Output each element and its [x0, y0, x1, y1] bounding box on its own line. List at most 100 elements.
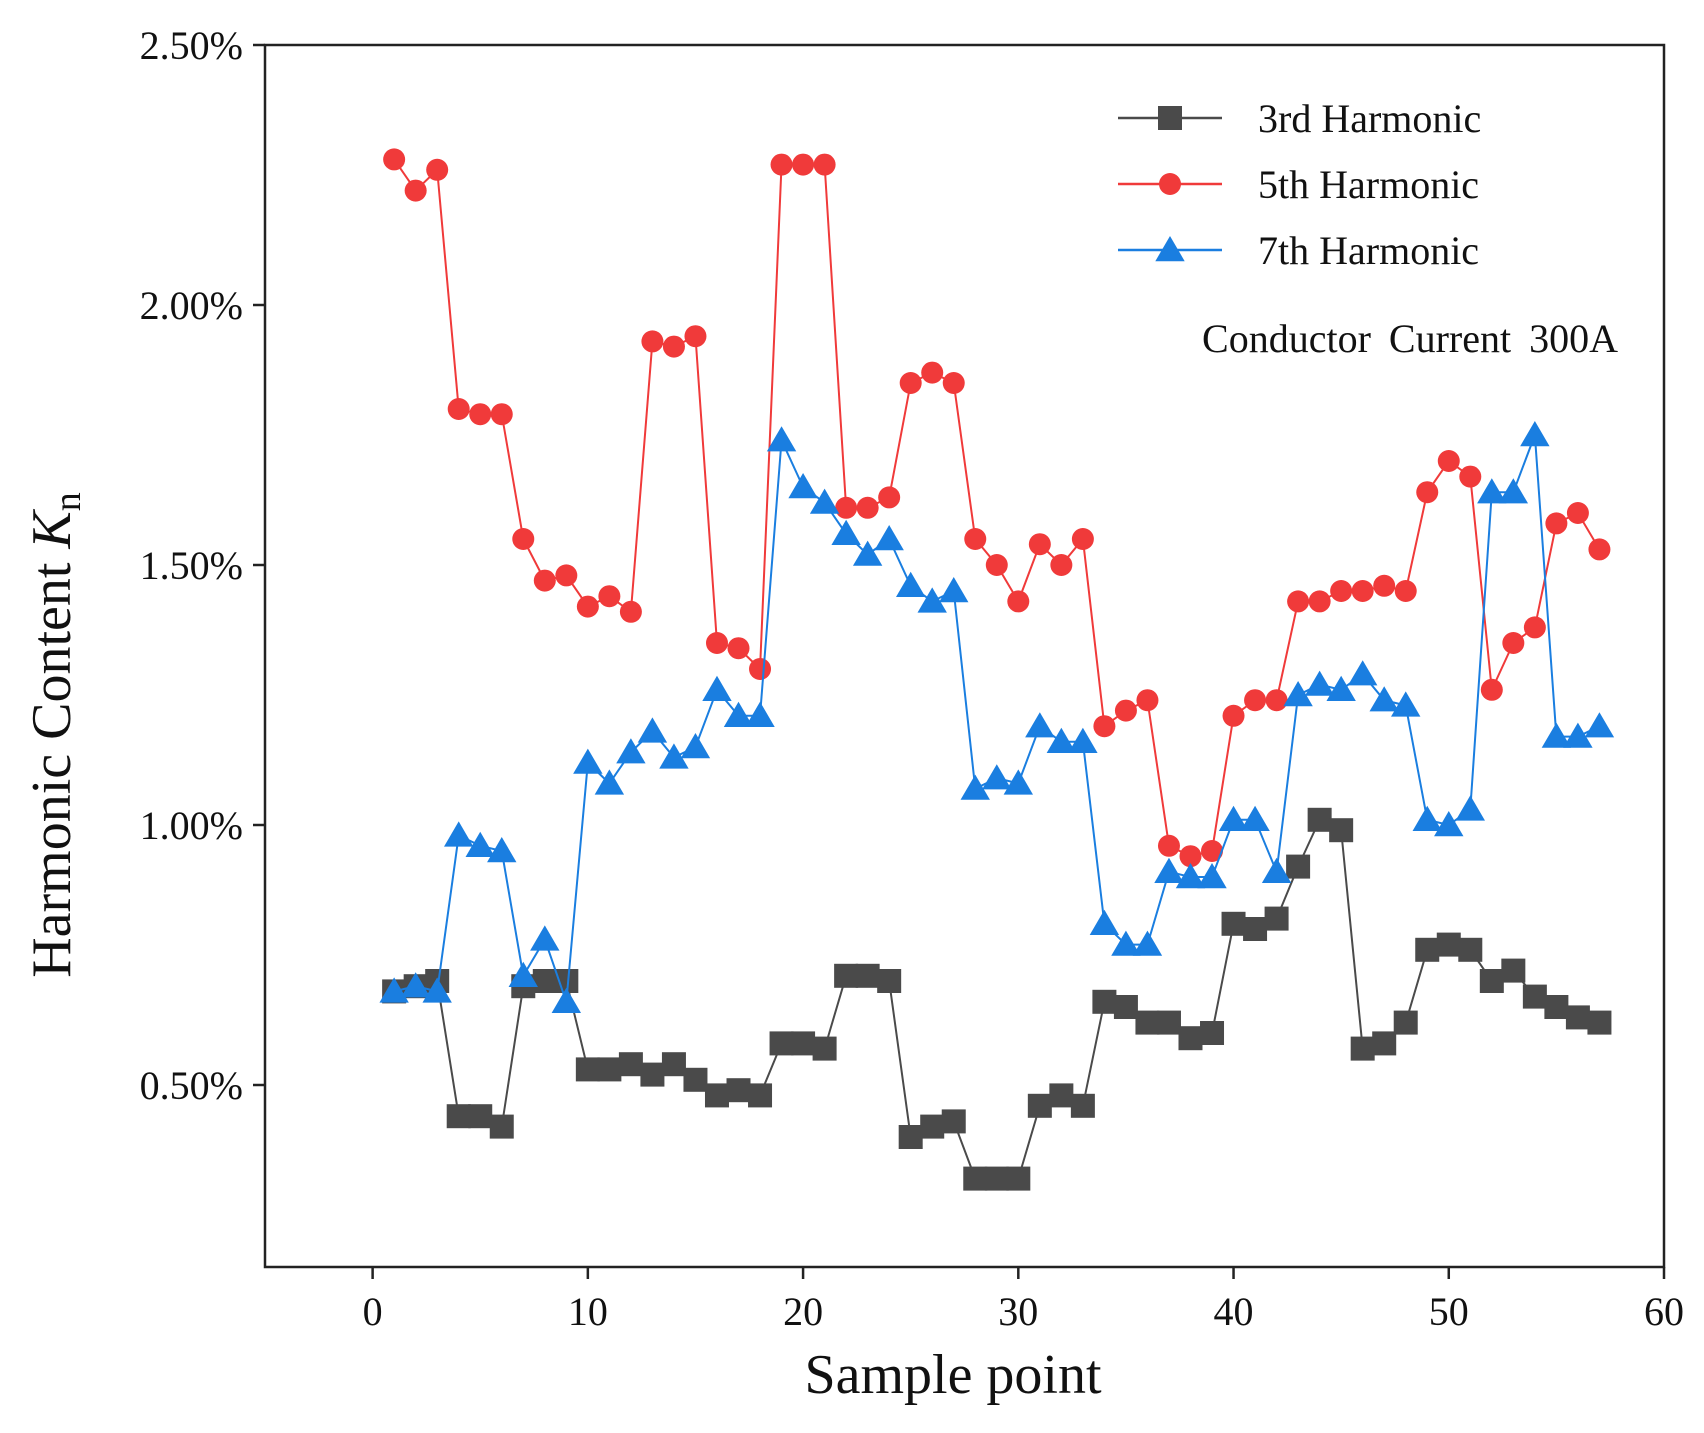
data-point-5th-harmonic [1523, 616, 1546, 639]
data-point-7th-harmonic [766, 426, 797, 452]
data-point-7th-harmonic [594, 769, 625, 795]
data-point-5th-harmonic [1588, 538, 1611, 561]
data-point-5th-harmonic [1071, 528, 1094, 550]
data-point-7th-harmonic [723, 701, 754, 727]
data-point-7th-harmonic [1304, 670, 1335, 696]
x-tick-label: 60 [1644, 1289, 1684, 1334]
series-line-3rd-harmonic [393, 818, 1600, 1180]
data-point-7th-harmonic [680, 733, 711, 759]
data-point-5th-harmonic [533, 569, 556, 592]
data-point-5th-harmonic [1136, 689, 1159, 712]
data-point-7th-harmonic [1347, 660, 1378, 686]
data-point-3rd-harmonic [1027, 1093, 1052, 1118]
data-point-5th-harmonic [1114, 699, 1137, 722]
series-3rd-harmonic [382, 807, 1612, 1191]
series-5th-harmonic [383, 148, 1611, 868]
annotation-conductor-current: Conductor Current 300A [1202, 316, 1618, 361]
data-point-3rd-harmonic [1393, 1010, 1418, 1035]
data-point-5th-harmonic [512, 528, 535, 550]
data-point-7th-harmonic [487, 837, 517, 863]
data-point-3rd-harmonic [575, 1057, 600, 1082]
data-point-7th-harmonic [1068, 727, 1098, 753]
data-point-7th-harmonic [982, 764, 1012, 790]
data-point-7th-harmonic [809, 488, 840, 514]
data-point-7th-harmonic [939, 577, 969, 603]
y-axis-title-text: Harmonic Content [21, 549, 83, 978]
data-point-7th-harmonic [917, 587, 947, 613]
data-point-7th-harmonic [874, 525, 904, 551]
y-tick-label: 2.50% [140, 23, 243, 68]
data-point-3rd-harmonic [446, 1104, 471, 1129]
data-point-7th-harmonic [1154, 857, 1184, 883]
data-point-5th-harmonic [1480, 678, 1503, 701]
data-point-7th-harmonic [1218, 805, 1249, 831]
data-point-5th-harmonic [447, 398, 470, 420]
data-point-7th-harmonic [616, 738, 646, 764]
data-point-5th-harmonic [1566, 502, 1589, 524]
data-point-7th-harmonic [1520, 421, 1550, 447]
data-point-3rd-harmonic [1286, 854, 1311, 879]
data-point-5th-harmonic [964, 528, 987, 550]
data-point-5th-harmonic [1287, 590, 1310, 613]
x-tick-label: 0 [363, 1289, 383, 1334]
data-point-7th-harmonic [1046, 727, 1077, 753]
data-point-7th-harmonic [1434, 811, 1464, 837]
legend-marker-triangle [1155, 236, 1185, 262]
data-point-5th-harmonic [770, 153, 793, 176]
series-7th-harmonic [379, 421, 1615, 1013]
data-point-7th-harmonic [379, 977, 409, 1003]
data-point-3rd-harmonic [1070, 1093, 1095, 1118]
data-point-5th-harmonic [1222, 704, 1245, 727]
data-point-5th-harmonic [813, 153, 836, 176]
data-point-5th-harmonic [899, 372, 922, 394]
data-point-5th-harmonic [985, 554, 1008, 576]
data-point-3rd-harmonic [1178, 1026, 1203, 1051]
data-point-5th-harmonic [684, 325, 707, 348]
data-point-3rd-harmonic [597, 1057, 622, 1082]
data-point-5th-harmonic [1394, 580, 1417, 602]
y-tick-label: 0.50% [140, 1063, 243, 1108]
data-point-3rd-harmonic [468, 1104, 493, 1129]
data-point-5th-harmonic [921, 361, 944, 384]
data-point-5th-harmonic [1028, 533, 1051, 556]
data-point-3rd-harmonic [1544, 995, 1569, 1019]
data-point-7th-harmonic [1111, 930, 1141, 956]
data-point-7th-harmonic [1175, 863, 1206, 889]
data-point-7th-harmonic [788, 473, 818, 499]
data-point-5th-harmonic [1201, 840, 1224, 862]
data-point-7th-harmonic [895, 571, 926, 597]
data-point-3rd-harmonic [1307, 807, 1332, 832]
data-point-3rd-harmonic [769, 1031, 794, 1056]
data-point-3rd-harmonic [726, 1078, 751, 1103]
data-point-3rd-harmonic [1135, 1010, 1160, 1035]
data-point-7th-harmonic [444, 821, 474, 847]
data-point-7th-harmonic [1541, 722, 1572, 748]
data-point-3rd-harmonic [920, 1114, 945, 1139]
data-point-3rd-harmonic [1200, 1021, 1225, 1045]
x-tick-label: 40 [1214, 1289, 1254, 1334]
data-point-3rd-harmonic [1587, 1010, 1612, 1035]
data-point-7th-harmonic [508, 961, 538, 987]
data-point-3rd-harmonic [984, 1166, 1009, 1191]
data-point-3rd-harmonic [1221, 911, 1246, 936]
data-point-7th-harmonic [1477, 478, 1507, 504]
data-point-3rd-harmonic [640, 1062, 665, 1087]
data-point-3rd-harmonic [1243, 917, 1268, 941]
data-point-3rd-harmonic [1436, 932, 1461, 957]
data-point-7th-harmonic [745, 701, 775, 727]
data-point-5th-harmonic [1416, 481, 1439, 504]
data-point-3rd-harmonic [812, 1036, 837, 1061]
data-point-5th-harmonic [1179, 845, 1202, 868]
y-axis-title-symbol: K [21, 509, 83, 550]
data-point-7th-harmonic [1369, 686, 1399, 712]
data-point-3rd-harmonic [1264, 906, 1289, 931]
axis-ticks: 0 10 20 30 40 50 60 0.50% 1.00% 1.50% 2.00% 2.50% [140, 23, 1684, 1334]
data-point-7th-harmonic [1197, 863, 1227, 889]
data-point-7th-harmonic [960, 774, 990, 800]
data-point-5th-harmonic [856, 496, 879, 519]
data-point-3rd-harmonic [1006, 1166, 1031, 1191]
legend-item-5th-harmonic: 5th Harmonic [1118, 162, 1479, 207]
data-point-3rd-harmonic [963, 1166, 988, 1191]
